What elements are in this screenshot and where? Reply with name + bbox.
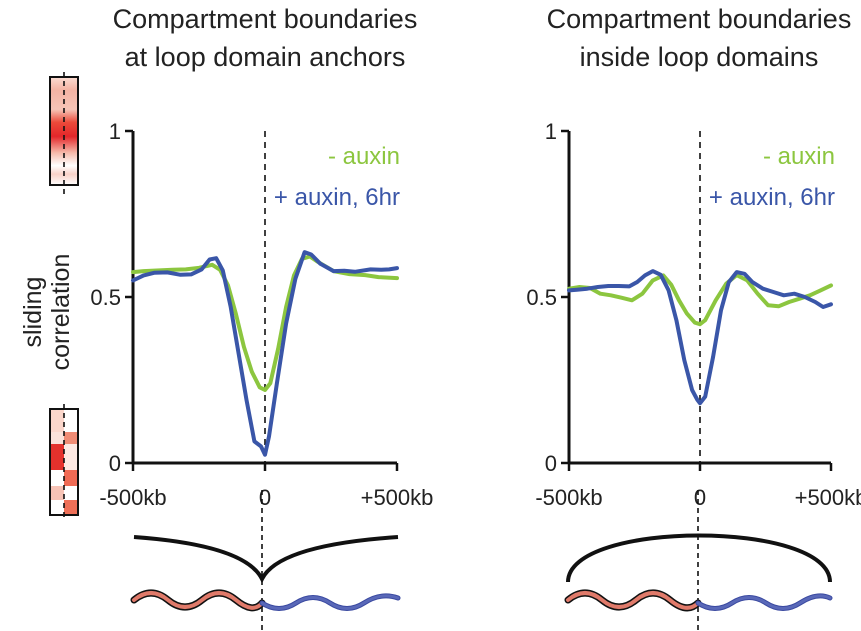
legend-entry-minus-auxin: - auxin [763,143,835,170]
x-tick-label: +500kb [361,485,434,510]
x-tick-label: 0 [694,485,706,510]
heatmap-cell [50,444,64,470]
chromatin-segment-right-a-color [566,591,700,610]
y-tick-label: 0.5 [90,285,121,310]
y-axis-label-line1: sliding [19,277,47,348]
heatmap-cell [64,409,78,432]
heatmap-cell [64,432,78,444]
chart-title-right-line2: inside loop domains [580,42,819,72]
chart-panel-right: 0 0.5 1 -500kb 0 +500kb - auxin + auxin, 6hr [526,119,861,510]
heatmap-cell [50,432,64,444]
legend-entry-minus-auxin: - auxin [328,143,400,170]
loop-diagram-right [564,490,833,631]
y-tick-label: 1 [545,119,557,144]
heatmap-strip-bottom [49,404,79,520]
loop-arc-right [566,533,832,583]
x-tick-label: -500kb [99,485,166,510]
heatmap-cell [64,470,78,486]
loop-diagram-left [130,490,401,631]
heatmap-cell [50,486,64,500]
heatmap-cell [50,409,64,432]
chromatin-segment-right-b-color [696,594,832,610]
heatmap-strip-top [49,72,79,195]
chart-panel-left: 0 0.5 1 -500kb 0 +500kb - auxin + auxin, 6hr [90,119,433,510]
chart-title-left-line1: Compartment boundaries [113,4,418,34]
y-tick-label: 1 [109,119,121,144]
heatmap-cell [50,470,64,486]
x-tick-label: -500kb [535,485,602,510]
chart-title-left-line2: at loop domain anchors [125,42,406,72]
y-axis-label: sliding correlation [19,254,75,371]
y-tick-label: 0 [545,451,557,476]
y-axis-label-line2: correlation [47,254,75,371]
chart-title-left: Compartment boundaries at loop domain an… [113,4,418,72]
x-tick-label: +500kb [795,485,861,510]
loop-arc-left [133,535,399,584]
legend-entry-plus-auxin: + auxin, 6hr [274,184,400,211]
legend-entry-plus-auxin: + auxin, 6hr [709,184,835,211]
chromatin-segment-left-a-color [132,591,264,610]
chart-title-right-line1: Compartment boundaries [547,4,852,34]
heatmap-cell [50,500,64,515]
heatmap-cell [64,444,78,470]
heatmap-cell [64,500,78,515]
series-line-plus-auxin [131,250,399,457]
y-tick-label: 0.5 [526,285,557,310]
chart-title-right: Compartment boundaries inside loop domai… [547,4,852,72]
heatmap-cell [64,486,78,500]
series-line-plus-auxin [567,269,833,406]
series-line-minus-auxin [567,273,833,327]
x-tick-label: 0 [259,485,271,510]
y-tick-label: 0 [109,451,121,476]
chromatin-segment-left-b-color [260,594,400,610]
